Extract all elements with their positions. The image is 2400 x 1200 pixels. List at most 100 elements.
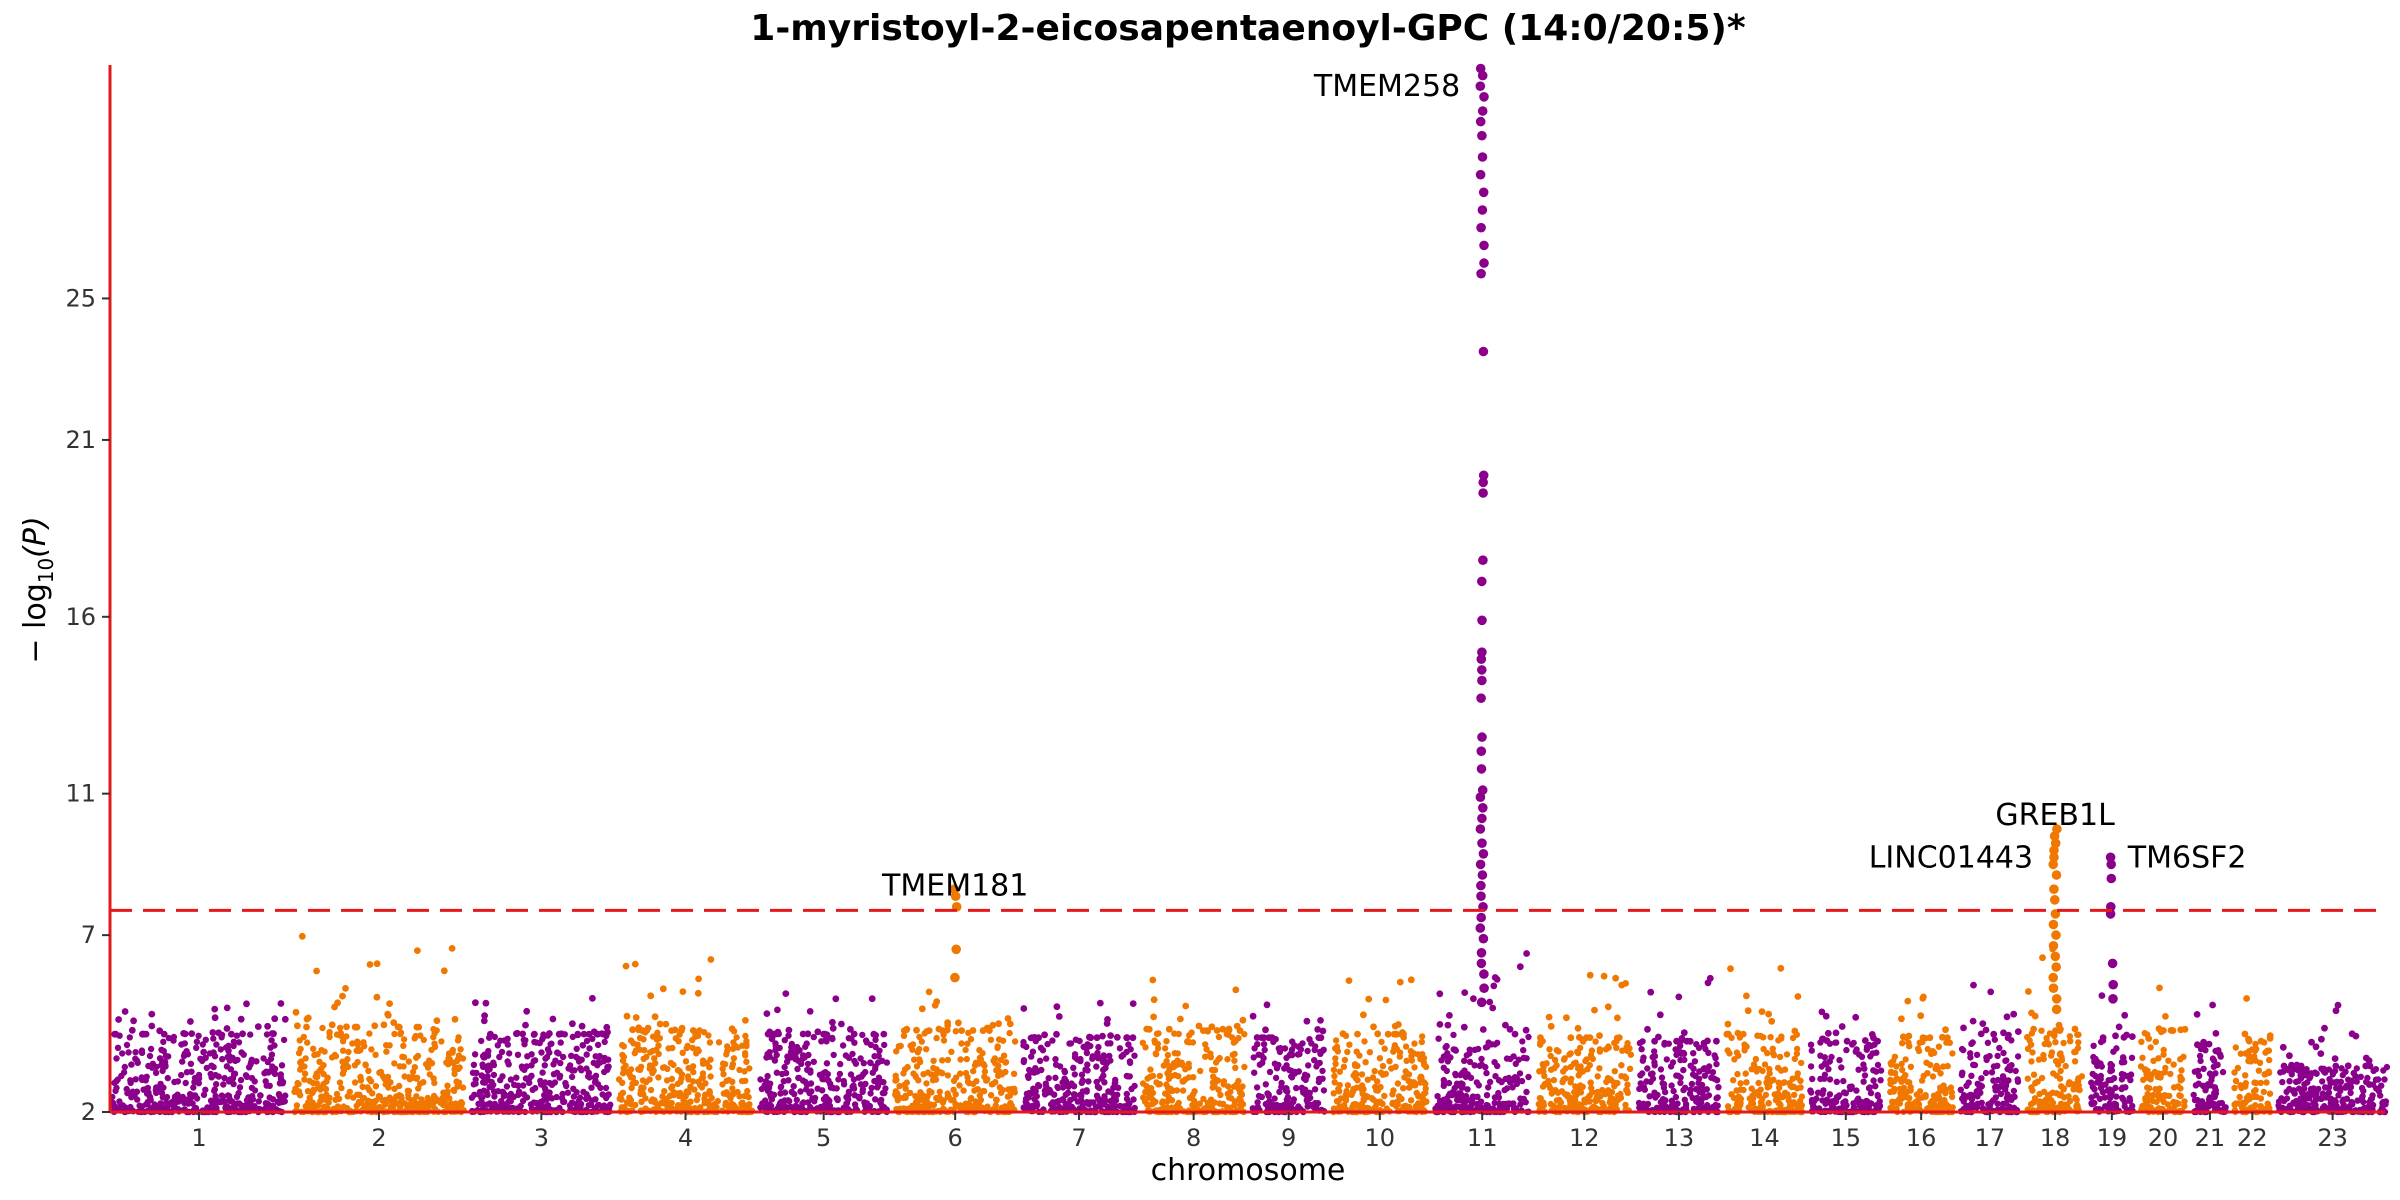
variant-point (1099, 1032, 1106, 1040)
significant-variant-point (1475, 169, 1486, 180)
significant-variant-point (2048, 972, 2058, 983)
significant-variant-point (1476, 654, 1487, 664)
variant-point (481, 1012, 488, 1019)
variant-point (1647, 988, 1655, 996)
variant-point (1567, 1034, 1575, 1042)
variant-point (1265, 1034, 1273, 1042)
variant-point (281, 1015, 289, 1023)
variant-point (580, 1030, 588, 1038)
variant-point (838, 1020, 845, 1028)
x-axis-title: chromosome (1151, 1153, 1346, 1188)
significant-variant-point (1475, 116, 1486, 127)
variant-point (1041, 1031, 1048, 1039)
variant-point (487, 1030, 494, 1038)
variant-point (2241, 1030, 2249, 1038)
variant-point (1219, 1025, 1227, 1033)
variant-point (523, 1007, 531, 1015)
variant-point (1143, 1025, 1151, 1033)
significant-variant-point (1477, 870, 1488, 880)
variant-point (2288, 1061, 2295, 1069)
variant-point (1680, 1029, 1688, 1037)
variant-point (482, 999, 490, 1007)
significant-variant-point (1477, 732, 1487, 742)
variant-point (1444, 1021, 1452, 1029)
variant-point (679, 988, 687, 995)
variant-point (1502, 1021, 1509, 1029)
variant-point (1818, 1008, 1826, 1016)
variant-point (935, 1025, 943, 1033)
x-tick-label: 12 (1569, 1124, 1600, 1152)
chromosome-13-points (1635, 1038, 1722, 1116)
variant-point (647, 992, 655, 1000)
variant-point (1053, 1030, 1060, 1038)
variant-point (2000, 1029, 2007, 1037)
significant-variant-point (1475, 81, 1486, 91)
variant-point (1020, 1005, 1028, 1012)
variant-point (1758, 1008, 1766, 1015)
variant-point (1397, 1030, 1405, 1038)
variant-point (373, 960, 381, 968)
variant-point (1575, 1034, 1583, 1041)
variant-point (1446, 1012, 1453, 1019)
variant-point (1777, 964, 1785, 972)
variant-point (2279, 1043, 2287, 1051)
x-tick-label: 6 (948, 1124, 963, 1152)
y-axis-title-subscript: 10 (34, 558, 58, 583)
significant-variant-point (1475, 923, 1486, 933)
variant-point (215, 1029, 223, 1037)
variant-point (1303, 1017, 1311, 1025)
variant-point (331, 1003, 338, 1011)
variant-point (313, 967, 320, 975)
variant-point (764, 1030, 772, 1038)
variant-point (128, 1026, 136, 1034)
variant-point (1586, 971, 1594, 979)
chromosome-14-points (1724, 1031, 1806, 1116)
x-tick-label: 10 (1365, 1124, 1396, 1152)
significant-variant-point (1477, 675, 1487, 686)
data-points (109, 63, 2391, 1116)
variant-point (2003, 1013, 2011, 1021)
variant-point (1516, 963, 1524, 971)
chromosome-22-points (2231, 1039, 2274, 1116)
x-tick-label: 7 (1071, 1124, 1086, 1152)
chromosome-20-points (2137, 1028, 2188, 1116)
variant-point (292, 1008, 300, 1016)
variant-point (386, 1000, 393, 1007)
variant-point (1522, 1026, 1530, 1034)
variant-point (1486, 998, 1494, 1006)
variant-point (1006, 1020, 1014, 1028)
chromosome-23-points (2275, 1063, 2391, 1116)
variant-point (1832, 1029, 1840, 1037)
variant-point (2010, 1010, 2018, 1018)
x-tick-label: 16 (1906, 1124, 1937, 1152)
variant-point (622, 962, 630, 970)
y-tick-label: 2 (81, 1098, 96, 1126)
significant-variant-point (1476, 997, 1487, 1008)
variant-point (2115, 1023, 2123, 1031)
variant-point (1822, 1012, 1830, 1020)
y-axis-title-suffix: (P) (18, 516, 53, 558)
significant-variant-point (2108, 979, 2118, 990)
variant-point (1150, 996, 1158, 1004)
variant-point (2055, 1021, 2063, 1029)
variant-point (1713, 1037, 1720, 1045)
variant-point (880, 1030, 888, 1038)
gene-label: TMEM258 (1313, 69, 1460, 104)
variant-point (656, 1020, 664, 1028)
variant-point (1904, 997, 1912, 1005)
variant-point (2014, 1028, 2022, 1035)
variant-point (678, 1027, 685, 1034)
variant-point (603, 1023, 611, 1031)
variant-point (1903, 1034, 1910, 1042)
chromosome-7-points (1020, 1034, 1138, 1116)
variant-point (1604, 1003, 1612, 1011)
variant-point (2098, 992, 2106, 999)
significant-variant-point (1477, 152, 1488, 162)
significant-variant-point (2107, 958, 2118, 969)
variant-point (1861, 1037, 1869, 1044)
variant-point (2344, 1062, 2352, 1070)
variant-point (589, 994, 596, 1002)
variant-point (1523, 950, 1530, 957)
gene-label: LINC01443 (1869, 840, 2033, 875)
